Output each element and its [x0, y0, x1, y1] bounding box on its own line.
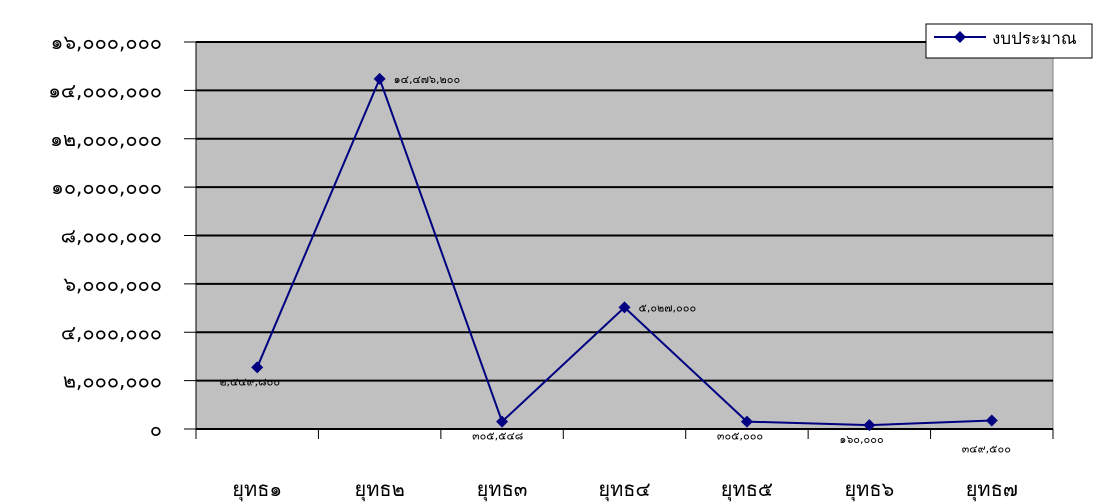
y-tick-label: ๐	[150, 417, 162, 441]
legend-box	[925, 23, 1093, 59]
data-point-marker	[251, 361, 264, 374]
x-axis: ยุทธ๑ ยุทธ๒ ยุทธ๓ ยุทธ๔ ยุทธ๕ ยุทธ๖ ยุทธ๗	[195, 429, 1054, 502]
y-tick-label: ๑๒,๐๐๐,๐๐๐	[50, 127, 162, 151]
data-point-marker	[373, 72, 386, 85]
legend-label-budget: งบประมาณ	[992, 29, 1077, 49]
y-tick-label: ๔,๐๐๐,๐๐๐	[61, 320, 162, 344]
data-point-marker	[618, 301, 631, 314]
y-tick-label: ๑๖,๐๐๐,๐๐๐	[51, 30, 162, 54]
x-tick-label: ยุทธ๒	[354, 477, 404, 502]
y-tick-label: ๘,๐๐๐,๐๐๐	[61, 224, 162, 248]
data-point-marker	[863, 419, 876, 432]
data-label: ๓๐๕,๐๐๐	[717, 430, 763, 443]
y-tick-label: ๖,๐๐๐,๐๐๐	[63, 272, 162, 296]
data-point-marker	[740, 415, 753, 428]
series-budget	[251, 72, 998, 432]
data-point-marker	[496, 415, 509, 428]
data-label: ๕,๐๒๗,๐๐๐	[639, 301, 697, 314]
y-tick-label: ๒,๐๐๐,๐๐๐	[63, 369, 162, 393]
data-label: ๑๔,๔๗๖,๒๐๐	[394, 73, 461, 86]
data-point-marker	[985, 414, 998, 427]
legend: งบประมาณ	[925, 23, 1093, 59]
data-label: ๓๔๙,๕๐๐	[962, 443, 1011, 456]
y-tick-label: ๑๐,๐๐๐,๐๐๐	[51, 175, 162, 199]
y-axis: ๐ ๒,๐๐๐,๐๐๐ ๔,๐๐๐,๐๐๐ ๖,๐๐๐,๐๐๐ ๘,๐๐๐,๐๐๐ ๑๐,…	[48, 30, 197, 441]
x-tick-label: ยุทธ๗	[966, 477, 1018, 502]
data-label: ๓๐๕,๕๔๘	[472, 430, 523, 443]
x-tick-label: ยุทธ๕	[721, 477, 773, 502]
legend-diamond-marker	[954, 31, 966, 43]
x-tick-label: ยุทธ๖	[844, 477, 894, 502]
x-tick-label: ยุทธ๑	[232, 477, 282, 502]
data-label: ๑๖๐,๐๐๐	[839, 433, 883, 446]
y-tick-label: ๑๔,๐๐๐,๐๐๐	[48, 78, 162, 102]
x-tick-label: ยุทธ๔	[598, 477, 650, 502]
gridlines	[196, 41, 1053, 430]
x-tick-label: ยุทธ๓	[477, 477, 528, 502]
data-label: ๒,๕๔๙,๘๐๐	[219, 375, 280, 388]
